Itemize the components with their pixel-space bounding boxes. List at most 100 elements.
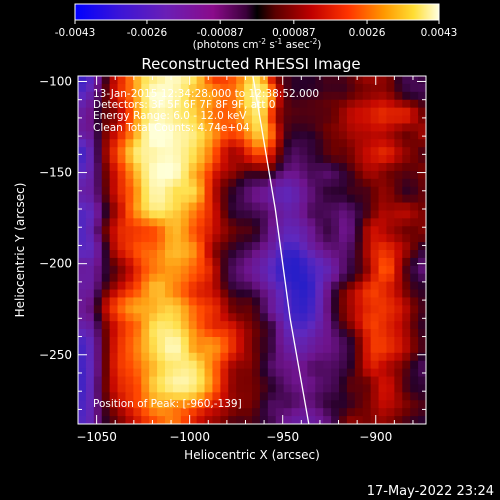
heatmap-cell: [149, 107, 158, 117]
heatmap-cell: [418, 376, 426, 386]
heatmap-cell: [93, 352, 103, 362]
heatmap-cell: [228, 408, 237, 417]
heatmap-cell: [362, 352, 372, 362]
heatmap-cell: [275, 99, 285, 109]
heatmap-cell: [299, 273, 308, 283]
heatmap-cell: [141, 265, 150, 275]
heatmap-cell: [323, 360, 332, 370]
heatmap-cell: [196, 273, 206, 283]
heatmap-cell: [394, 194, 403, 204]
heatmap-cell: [315, 257, 324, 267]
heatmap-cell: [236, 273, 245, 283]
heatmap-cell: [85, 297, 95, 306]
heatmap-cell: [331, 147, 340, 156]
heatmap-cell: [85, 210, 95, 219]
colorbar-gradient: [74, 3, 440, 21]
heatmap-cell: [101, 139, 111, 148]
heatmap-cell: [125, 178, 134, 188]
heatmap-cell: [252, 289, 261, 299]
heatmap-cell: [402, 131, 411, 140]
heatmap-cell: [212, 170, 221, 180]
heatmap-cell: [418, 281, 426, 291]
heatmap-cell: [418, 178, 426, 188]
heatmap-cell: [402, 337, 411, 346]
heatmap-cell: [402, 416, 411, 424]
heatmap-cell: [267, 360, 277, 370]
heatmap-cell: [362, 400, 372, 409]
heatmap-cell: [418, 139, 426, 148]
heatmap-cell: [165, 178, 174, 188]
heatmap-cell: [220, 123, 229, 132]
heatmap-cell: [339, 139, 348, 148]
heatmap-cell: [354, 147, 364, 156]
heatmap-cell: [323, 99, 332, 109]
heatmap-cell: [307, 210, 316, 219]
heatmap-cell: [157, 242, 166, 251]
heatmap-cell: [307, 313, 316, 322]
heatmap-cell: [378, 170, 388, 180]
heatmap-cell: [165, 297, 174, 306]
heatmap-cell: [259, 83, 269, 93]
heatmap-cell: [165, 163, 174, 172]
heatmap-cell: [275, 297, 285, 306]
heatmap-cell: [252, 242, 261, 251]
heatmap-cell: [346, 289, 356, 299]
heatmap-cell: [125, 273, 134, 283]
heatmap-cell: [228, 392, 237, 401]
heatmap-cell: [109, 400, 119, 409]
heatmap-cell: [370, 392, 380, 401]
heatmap-cell: [315, 305, 324, 314]
heatmap-cell: [259, 400, 269, 409]
heatmap-cell: [267, 202, 277, 212]
heatmap-cell: [101, 305, 111, 314]
heatmap-cell: [370, 139, 380, 148]
heatmap-cell: [109, 202, 119, 212]
heatmap-cell: [362, 131, 372, 140]
heatmap-cell: [165, 83, 174, 93]
heatmap-cell: [362, 170, 372, 180]
plot-area: −1050 −1000 −950 −900−100−150−200−250: [39, 74, 427, 444]
heatmap-cell: [93, 107, 103, 117]
heatmap-cell: [346, 337, 356, 346]
heatmap-cell: [354, 226, 364, 235]
heatmap-cell: [228, 337, 237, 346]
heatmap-cell: [402, 384, 411, 393]
heatmap-cell: [109, 170, 119, 180]
heatmap-cell: [244, 76, 253, 85]
heatmap-cell: [339, 76, 348, 85]
heatmap-cell: [323, 368, 332, 378]
heatmap-cell: [259, 218, 269, 227]
heatmap-cell: [307, 234, 316, 243]
heatmap-cell: [117, 368, 127, 378]
heatmap-cell: [283, 218, 293, 227]
heatmap-cell: [228, 281, 237, 291]
heatmap-cell: [402, 321, 411, 330]
heatmap-cell: [172, 250, 182, 259]
heatmap-cell: [244, 202, 253, 212]
heatmap-cell: [275, 360, 285, 370]
heatmap-cell: [315, 123, 324, 132]
heatmap-cell: [220, 226, 229, 235]
heatmap-cell: [141, 202, 150, 212]
heatmap-cell: [157, 273, 166, 283]
heatmap-cell: [149, 368, 158, 378]
heatmap-cell: [141, 155, 150, 164]
heatmap-cell: [78, 376, 87, 386]
heatmap-cell: [93, 250, 103, 259]
heatmap-cell: [180, 329, 190, 338]
heatmap-cell: [267, 155, 277, 164]
heatmap-cell: [212, 83, 221, 93]
heatmap-cell: [378, 289, 388, 299]
heatmap-cell: [196, 186, 206, 196]
heatmap-cell: [378, 344, 388, 354]
heatmap-cell: [331, 99, 340, 109]
heatmap-cell: [331, 218, 340, 227]
heatmap-cell: [85, 139, 95, 148]
heatmap-cell: [331, 400, 340, 409]
heatmap-cell: [267, 83, 277, 93]
heatmap-cell: [307, 123, 316, 132]
heatmap-cell: [188, 99, 198, 109]
heatmap-cell: [267, 368, 277, 378]
heatmap-cell: [370, 163, 380, 172]
heatmap-cell: [125, 202, 134, 212]
